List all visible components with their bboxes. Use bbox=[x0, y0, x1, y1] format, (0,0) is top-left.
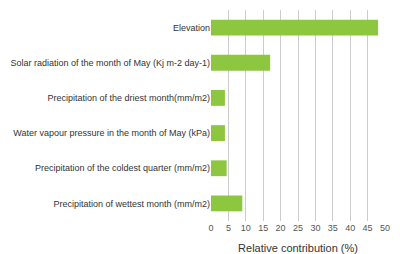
svg-text:35: 35 bbox=[328, 223, 338, 233]
svg-text:Precipitation of the driest mo: Precipitation of the driest month(mm/m2) bbox=[47, 93, 210, 103]
svg-text:Relative contribution (%): Relative contribution (%) bbox=[238, 242, 358, 254]
svg-text:15: 15 bbox=[258, 223, 268, 233]
svg-text:Elevation: Elevation bbox=[173, 23, 210, 33]
svg-text:25: 25 bbox=[293, 223, 303, 233]
svg-text:20: 20 bbox=[276, 223, 286, 233]
svg-text:45: 45 bbox=[363, 223, 373, 233]
svg-text:5: 5 bbox=[226, 223, 231, 233]
svg-text:Solar radiation of the month o: Solar radiation of the month of May (Kj … bbox=[10, 58, 210, 68]
svg-text:30: 30 bbox=[310, 223, 320, 233]
svg-text:40: 40 bbox=[345, 223, 355, 233]
svg-text:Precipitation of wettest month: Precipitation of wettest month (mm/m2) bbox=[53, 199, 210, 209]
svg-text:50: 50 bbox=[380, 223, 390, 233]
svg-text:10: 10 bbox=[241, 223, 251, 233]
svg-text:Water vapour pressure in the m: Water vapour pressure in the month of Ma… bbox=[13, 128, 210, 138]
svg-text:0: 0 bbox=[208, 223, 213, 233]
svg-text:Precipitation of the coldest q: Precipitation of the coldest quarter (mm… bbox=[35, 163, 210, 173]
